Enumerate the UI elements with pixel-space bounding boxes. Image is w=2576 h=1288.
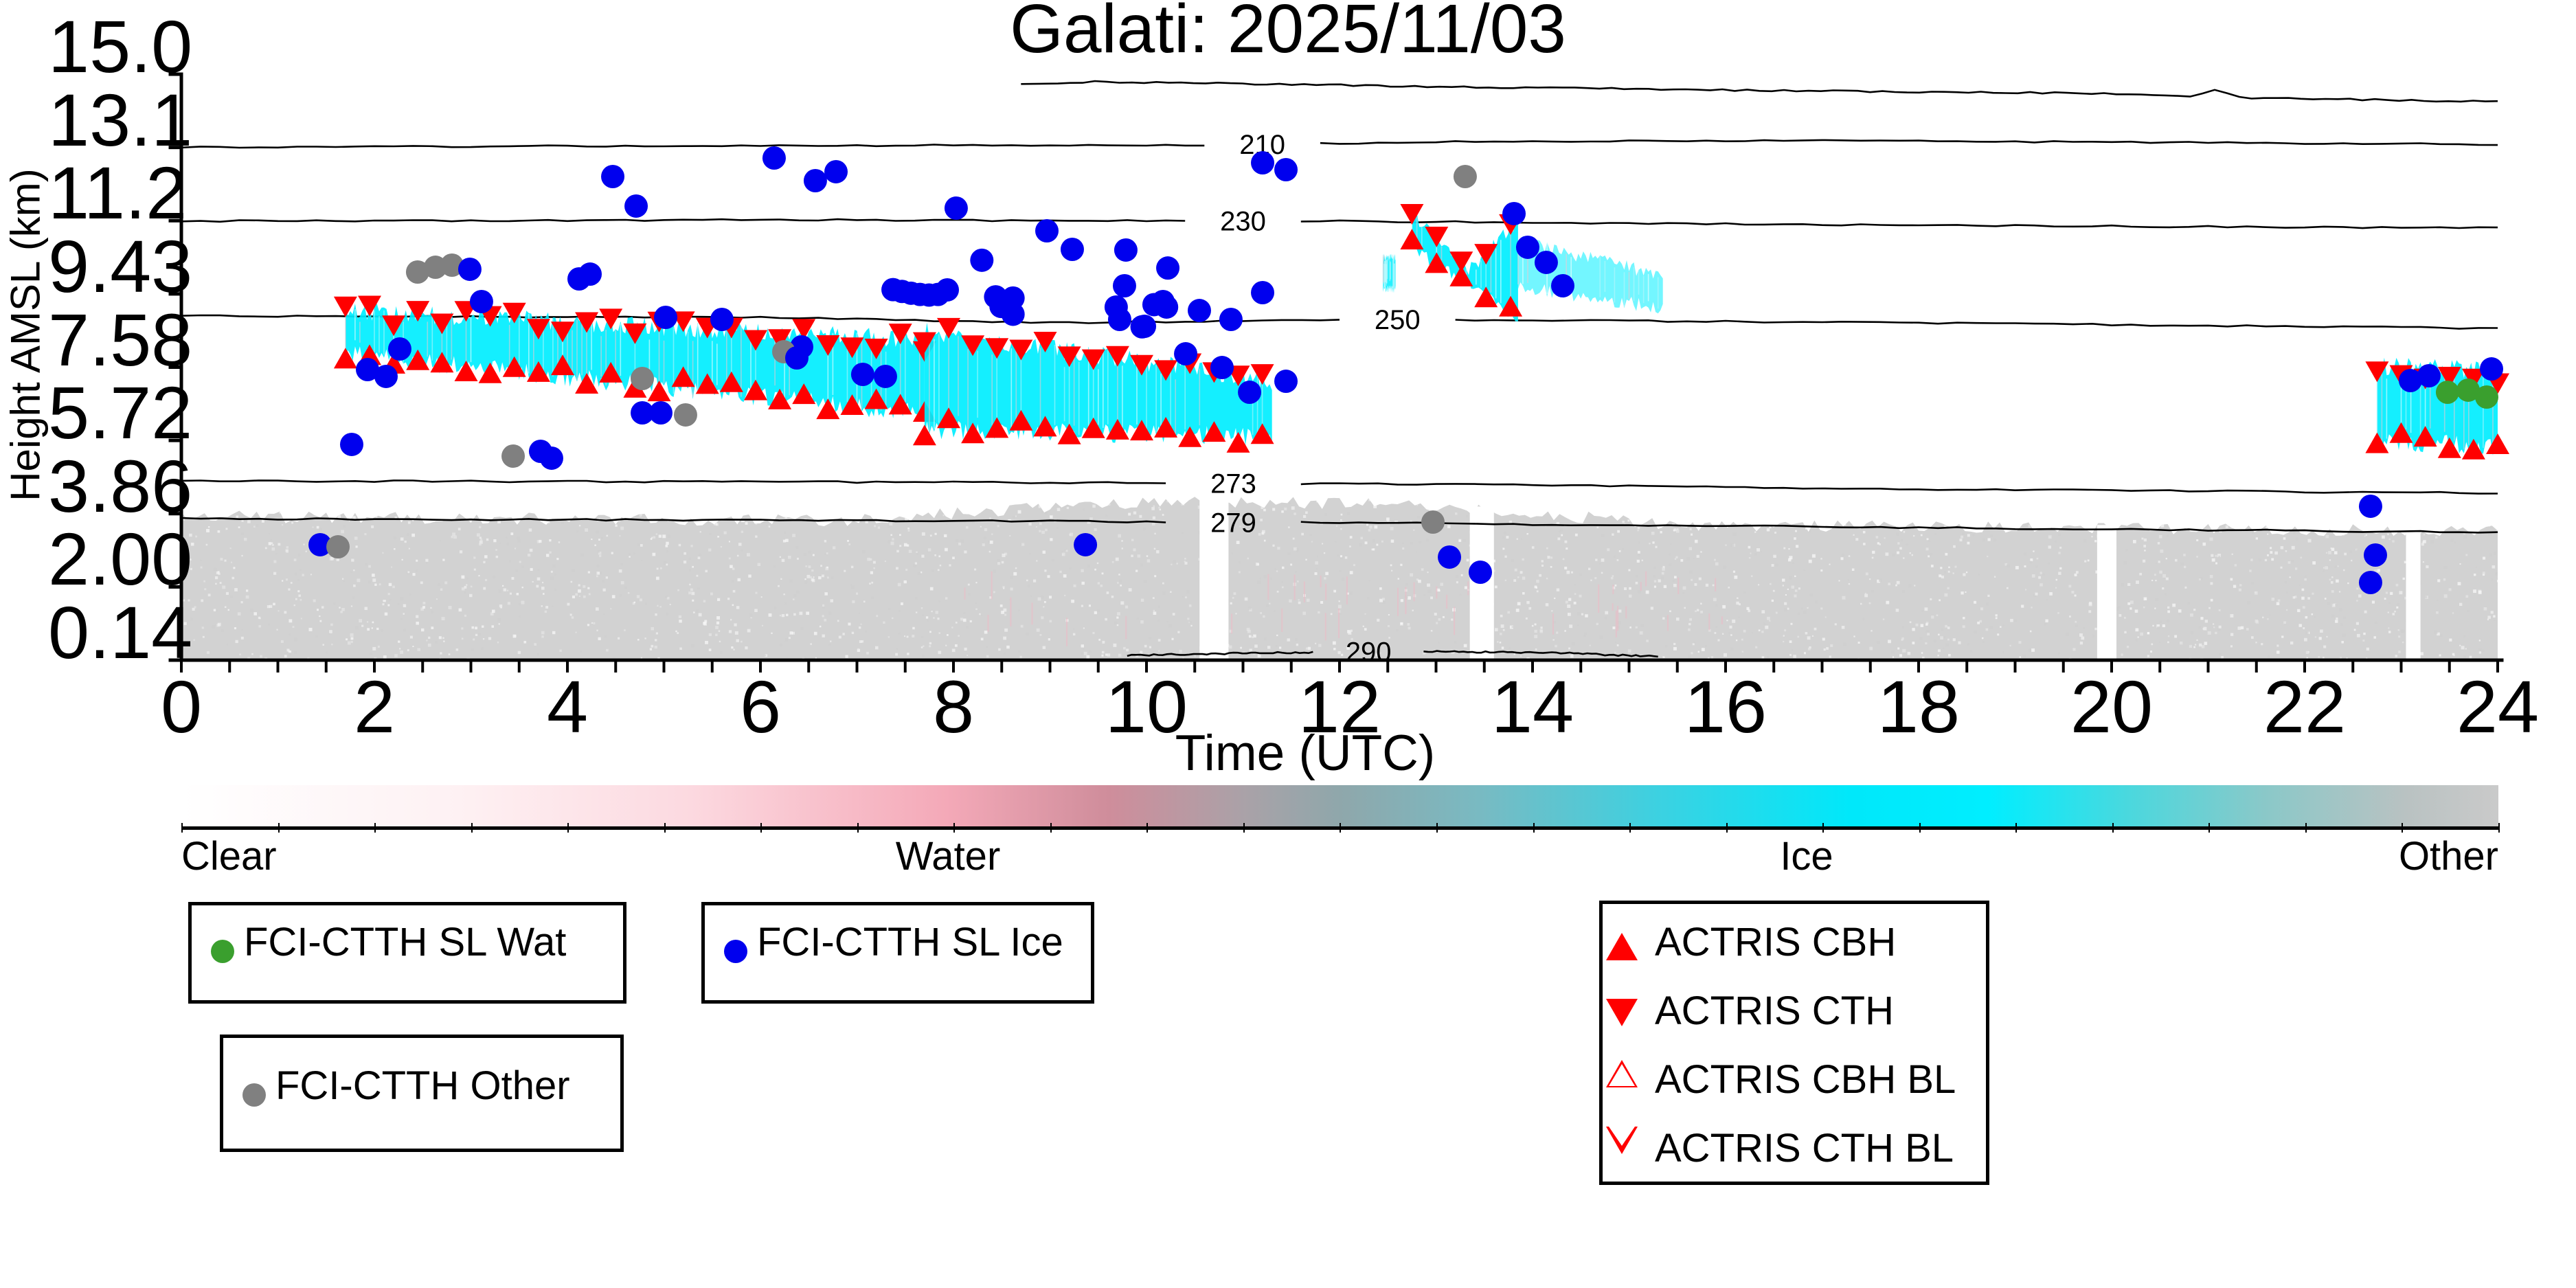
svg-text:250: 250 bbox=[1375, 305, 1421, 335]
svg-text:230: 230 bbox=[1220, 207, 1266, 237]
svg-text:273: 273 bbox=[1210, 469, 1256, 499]
svg-text:290: 290 bbox=[1346, 637, 1392, 667]
svg-text:279: 279 bbox=[1210, 508, 1256, 538]
